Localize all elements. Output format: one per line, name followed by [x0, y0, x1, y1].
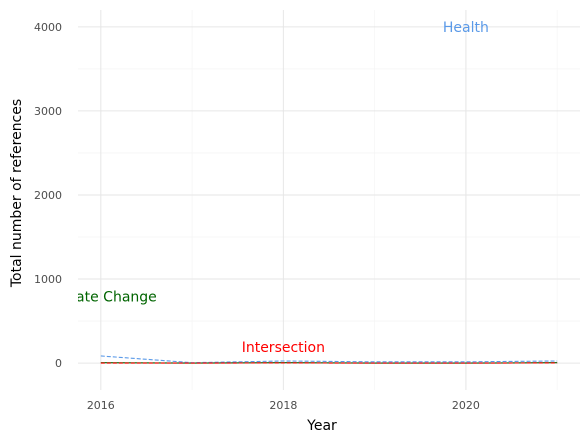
- y-axis-tick-labels: 0 1000 2000 3000 4000: [34, 21, 62, 370]
- series-label-health: Health: [443, 20, 489, 36]
- x-tick-label: 2018: [269, 399, 297, 412]
- y-axis-title: Total number of references: [9, 99, 25, 288]
- y-tick-label: 0: [55, 357, 62, 370]
- series-labels: Health Climate Change Intersection: [45, 20, 489, 356]
- series-label-climate-change: Climate Change: [45, 290, 157, 306]
- y-tick-label: 2000: [34, 189, 62, 202]
- minor-gridlines: [78, 10, 580, 390]
- x-tick-label: 2016: [87, 399, 115, 412]
- major-gridlines: [78, 10, 580, 390]
- y-tick-label: 1000: [34, 273, 62, 286]
- series-line-health: [100, 355, 558, 364]
- x-axis-tick-labels: 2016 2018 2020: [87, 399, 480, 412]
- y-tick-label: 4000: [34, 21, 62, 34]
- x-tick-label: 2020: [452, 399, 480, 412]
- x-axis-title: Year: [306, 418, 337, 434]
- series-lines: [100, 355, 558, 364]
- series-label-intersection: Intersection: [242, 340, 325, 356]
- y-tick-label: 3000: [34, 105, 62, 118]
